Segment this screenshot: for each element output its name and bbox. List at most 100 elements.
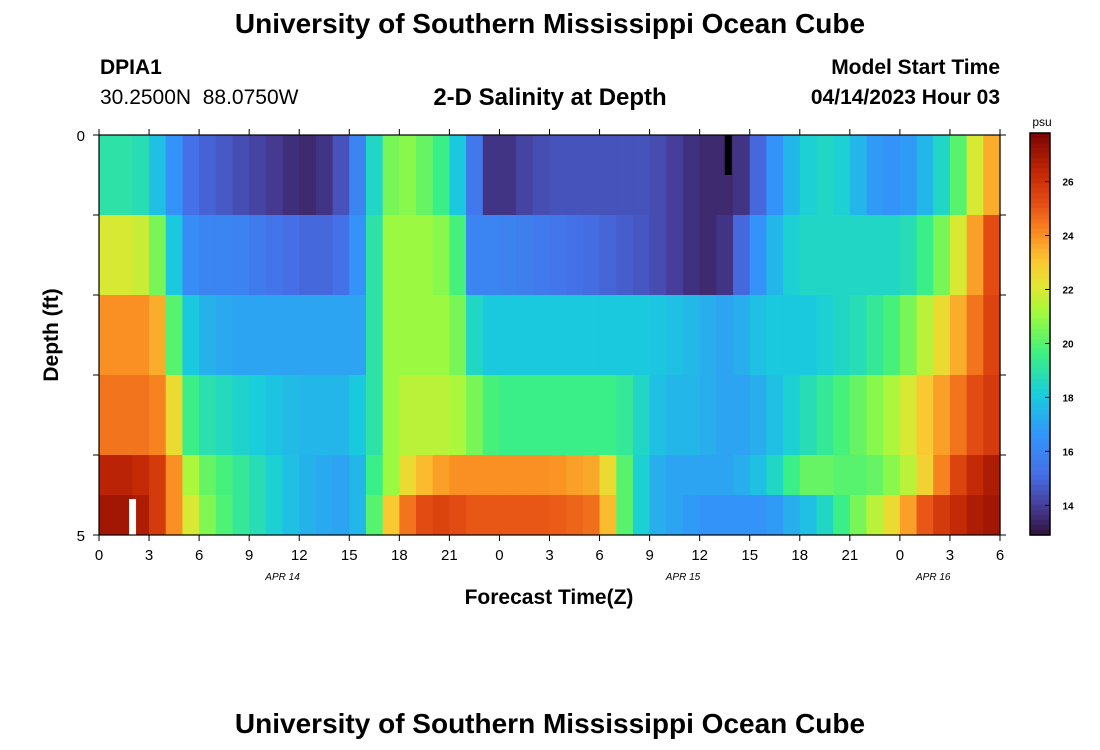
- heatmap-cell: [132, 495, 150, 535]
- heatmap-cell: [382, 455, 400, 495]
- x-tick-label: 6: [595, 547, 603, 564]
- heatmap-cell: [883, 295, 901, 375]
- heatmap-cell: [816, 495, 834, 535]
- x-tick-label: 15: [741, 547, 758, 564]
- heatmap-cell: [849, 495, 868, 535]
- heatmap-cell: [699, 455, 717, 495]
- heatmap-cell: [466, 295, 484, 375]
- heatmap-cell: [299, 455, 317, 495]
- heatmap-cell: [616, 135, 634, 215]
- heatmap-cell: [466, 215, 484, 295]
- heatmap-cell: [833, 495, 851, 535]
- heatmap-cell: [966, 215, 984, 295]
- heatmap-cell: [799, 135, 818, 215]
- heatmap-cell: [282, 495, 300, 535]
- heatmap-cell: [416, 215, 434, 295]
- heatmap-cell: [983, 495, 1001, 535]
- x-tick-label: 9: [645, 547, 653, 564]
- model-start-label: Model Start Time: [831, 56, 1000, 79]
- heatmap-cell: [482, 495, 501, 535]
- colorbar-segment: [1030, 379, 1050, 385]
- heatmap-cell: [215, 295, 234, 375]
- heatmap-cell: [99, 135, 117, 215]
- heatmap-cell: [849, 375, 868, 455]
- heatmap-cell: [332, 375, 350, 455]
- heatmap-cell: [733, 295, 751, 375]
- heatmap-cell: [649, 215, 667, 295]
- heatmap-cell: [933, 495, 951, 535]
- heatmap-cell: [749, 455, 768, 495]
- heatmap-cell: [132, 295, 150, 375]
- heatmap-cell: [883, 375, 901, 455]
- station-id: DPIA1: [100, 56, 162, 79]
- page-title: University of Southern Mississippi Ocean…: [234, 8, 866, 39]
- heatmap-cell: [966, 295, 984, 375]
- heatmap-cell: [466, 375, 484, 455]
- heatmap-cell: [749, 135, 768, 215]
- heatmap-cell: [232, 295, 250, 375]
- heatmap-cell: [165, 295, 184, 375]
- colorbar-segment: [1030, 529, 1050, 536]
- heatmap-cell: [149, 295, 167, 375]
- colorbar-segment: [1030, 248, 1050, 255]
- heatmap-cell: [599, 215, 617, 295]
- heatmap-cell: [649, 295, 667, 375]
- heatmap-cell: [232, 495, 250, 535]
- heatmap-cell: [632, 215, 651, 295]
- heatmap-cell: [899, 135, 918, 215]
- colorbar-segment: [1030, 414, 1050, 421]
- colorbar-segment: [1030, 243, 1050, 250]
- heatmap-cell: [299, 495, 317, 535]
- heatmap-cell: [466, 135, 484, 215]
- colorbar-segment: [1030, 464, 1050, 471]
- colorbar-segment: [1030, 339, 1050, 345]
- heatmap-cell: [532, 455, 551, 495]
- heatmap-cell: [399, 135, 417, 215]
- heatmap-cell: [983, 455, 1001, 495]
- heatmap-cell: [249, 495, 267, 535]
- heatmap-cell: [182, 215, 200, 295]
- heatmap-cell: [699, 375, 717, 455]
- heatmap-cell: [182, 375, 200, 455]
- heatmap-cell: [215, 375, 234, 455]
- heatmap-cell: [299, 375, 317, 455]
- heatmap-cell: [199, 135, 217, 215]
- heatmap-cell: [966, 135, 984, 215]
- heatmap-cell: [199, 375, 217, 455]
- heatmap-cell: [733, 215, 751, 295]
- heatmap-cell: [599, 455, 617, 495]
- heatmap-cell: [182, 295, 200, 375]
- colorbar-segment: [1030, 273, 1050, 280]
- colorbar: 14 16 18 20 22 24 26: [1029, 132, 1074, 536]
- colorbar-segment: [1030, 298, 1050, 305]
- colorbar-segment: [1030, 479, 1050, 486]
- colorbar-segment: [1030, 524, 1050, 531]
- heatmap-cell: [766, 295, 784, 375]
- heatmap-cell: [799, 215, 818, 295]
- heatmap-cell: [783, 135, 801, 215]
- heatmap-cell: [115, 215, 133, 295]
- colorbar-segment: [1030, 359, 1050, 365]
- heatmap-cell: [115, 295, 133, 375]
- heatmap-cell: [983, 135, 1001, 215]
- colorbar-segment: [1030, 228, 1050, 235]
- heatmap-cell: [816, 135, 834, 215]
- heatmap-cell: [182, 495, 200, 535]
- heatmap-cell: [966, 455, 984, 495]
- heatmap-cell: [315, 135, 334, 215]
- heatmap-cell: [582, 375, 601, 455]
- heatmap-cell: [299, 215, 317, 295]
- heatmap-cell: [766, 215, 784, 295]
- heatmap-cell: [399, 495, 417, 535]
- heatmap-cell: [516, 215, 534, 295]
- heatmap-cell: [532, 495, 551, 535]
- heatmap-cell: [833, 295, 851, 375]
- heatmap-cell: [933, 215, 951, 295]
- heatmap-cell: [349, 295, 367, 375]
- heatmap-cell: [783, 375, 801, 455]
- heatmap-cell: [582, 295, 601, 375]
- heatmap-cell: [165, 455, 184, 495]
- heatmap-cell: [916, 135, 934, 215]
- heatmap-cell: [866, 455, 884, 495]
- heatmap-cell: [249, 455, 267, 495]
